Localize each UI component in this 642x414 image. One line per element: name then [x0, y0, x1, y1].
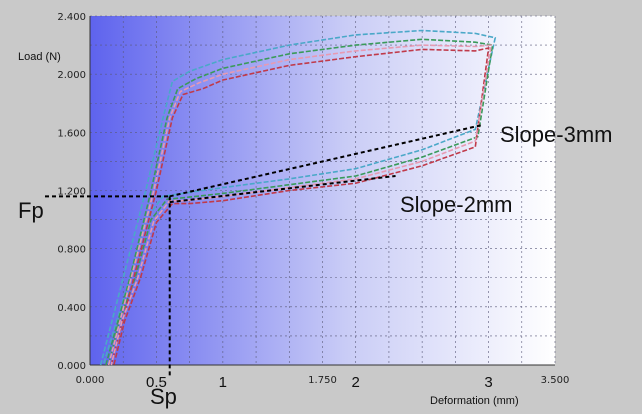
slope-3mm-label: Slope-3mm: [500, 122, 612, 147]
axes: [89, 16, 555, 366]
series-line-2: [105, 38, 494, 366]
y-tick-label: 0.800: [57, 245, 86, 256]
y-tick-label: 0.400: [57, 303, 86, 314]
fp-label: Fp: [18, 198, 44, 223]
slope-line-2: [169, 174, 396, 204]
series-line-3: [110, 46, 490, 366]
x-annotation-label: 3: [484, 374, 492, 391]
x-tick-label: 1.750: [308, 375, 337, 386]
y-axis-title: Load (N): [18, 51, 61, 63]
y-tick-label: 2.000: [57, 70, 86, 81]
x-axis-title: Deformation (mm): [430, 395, 519, 407]
y-tick-label: 1.200: [57, 187, 86, 198]
annotations: [45, 124, 483, 377]
series-group: [99, 29, 497, 366]
y-tick-label: 1.600: [57, 128, 86, 139]
y-tick-label: 2.400: [57, 12, 86, 23]
slope-line-1: [169, 124, 483, 198]
y-tick-label: 0.000: [57, 361, 86, 372]
x-annotation-label: 0.5: [146, 374, 167, 391]
x-annotation-label: 2: [352, 374, 360, 391]
x-tick-label: 3.500: [541, 375, 570, 386]
sp-label: Sp: [150, 384, 177, 409]
series-line-4: [107, 44, 493, 366]
x-annotation-label: 1: [219, 374, 227, 391]
series-line-1: [99, 29, 497, 366]
x-tick-label: 0.000: [76, 375, 105, 386]
tick-labels: 0.000 0.400 0.800 1.200 1.600 2.000 2.400 0.000…: [57, 12, 569, 391]
slope-2mm-label: Slope-2mm: [400, 192, 512, 217]
